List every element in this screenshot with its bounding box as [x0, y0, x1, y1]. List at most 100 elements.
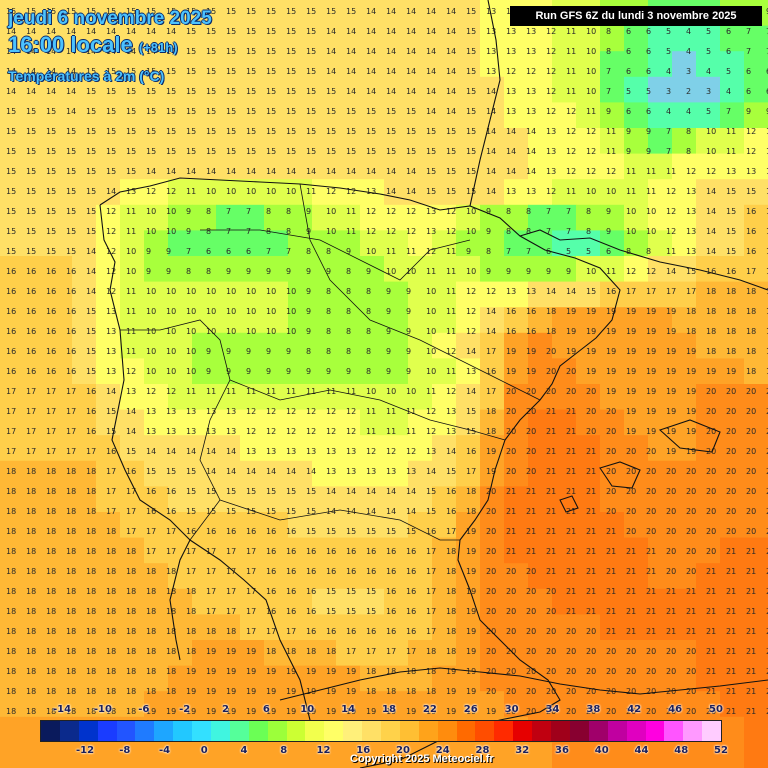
temperature-label: 16: [6, 267, 16, 276]
temperature-label: 15: [266, 487, 276, 496]
temperature-label: 17: [26, 407, 36, 416]
temperature-label: 15: [126, 147, 136, 156]
temperature-label: 14: [346, 167, 356, 176]
temperature-label: 8: [346, 307, 351, 316]
temperature-label: 8: [686, 127, 691, 136]
temperature-label: 18: [6, 507, 16, 516]
temperature-label: 17: [426, 547, 436, 556]
temperature-cell: [648, 25, 673, 52]
temperature-cell: [0, 51, 25, 78]
temperature-cell: [384, 0, 409, 27]
legend-swatch: [154, 721, 174, 741]
temperature-label: 8: [486, 247, 491, 256]
temperature-label: 15: [26, 147, 36, 156]
temperature-label: 14: [486, 147, 496, 156]
temperature-cell: [696, 230, 721, 257]
temperature-label: 20: [646, 487, 656, 496]
temperature-label: 11: [446, 287, 456, 296]
temperature-label: 5: [666, 27, 671, 36]
temperature-label: 9: [186, 227, 191, 236]
temperature-label: 19: [686, 347, 696, 356]
temperature-cell: [192, 512, 217, 539]
temperature-label: 10: [366, 247, 376, 256]
temperature-label: 12: [366, 227, 376, 236]
temperature-label: 18: [146, 667, 156, 676]
temperature-label: 9: [566, 267, 571, 276]
temperature-cell: [528, 256, 553, 283]
temperature-cell: [648, 128, 673, 155]
temperature-label: 8: [366, 327, 371, 336]
temperature-label: 18: [206, 627, 216, 636]
temperature-label: 3: [686, 67, 691, 76]
temperature-label: 20: [646, 467, 656, 476]
temperature-label: 12: [666, 227, 676, 236]
temperature-label: 7: [566, 227, 571, 236]
temperature-label: 20: [706, 407, 716, 416]
temperature-cell: [0, 307, 25, 334]
temperature-cell: [408, 281, 433, 308]
temperature-label: 21: [626, 547, 636, 556]
temperature-label: 19: [326, 667, 336, 676]
temperature-cell: [96, 537, 121, 564]
temperature-cell: [240, 384, 265, 411]
temperature-label: 20: [626, 687, 636, 696]
temperature-label: 17: [226, 607, 236, 616]
temperature-label: 20: [666, 567, 676, 576]
temperature-label: 15: [186, 47, 196, 56]
legend-swatch: [41, 721, 60, 741]
temperature-label: 16: [746, 207, 756, 216]
temperature-label: 12: [546, 87, 556, 96]
temperature-cell: [264, 486, 289, 513]
temperature-label: 15: [726, 227, 736, 236]
legend-tick-top: 2: [222, 704, 229, 715]
temperature-label: 15: [86, 307, 96, 316]
temperature-cell: [504, 409, 529, 436]
temperature-label: 17: [206, 607, 216, 616]
temperature-label: 18: [86, 607, 96, 616]
temperature-label: 14: [486, 167, 496, 176]
temperature-cell: [408, 307, 433, 334]
legend-tick-bottom: 44: [634, 745, 649, 756]
forecast-lead-time: (+81h): [138, 40, 178, 55]
temperature-label: 18: [46, 607, 56, 616]
temperature-label: 14: [706, 227, 716, 236]
temperature-label: 18: [326, 647, 336, 656]
temperature-cell: [360, 409, 385, 436]
temperature-label: 13: [486, 67, 496, 76]
temperature-cell: [24, 307, 49, 334]
temperature-cell: [48, 0, 73, 27]
temperature-label: 19: [566, 307, 576, 316]
temperature-label: 15: [186, 87, 196, 96]
temperature-cell: [504, 128, 529, 155]
legend-tick-top: 42: [627, 704, 642, 715]
temperature-label: 14: [366, 27, 376, 36]
temperature-label: 6: [626, 67, 631, 76]
temperature-label: 15: [226, 87, 236, 96]
temperature-cell: [192, 384, 217, 411]
temperature-cell: [48, 256, 73, 283]
temperature-cell: [648, 435, 673, 462]
temperature-label: 9: [306, 287, 311, 296]
temperature-label: 16: [386, 587, 396, 596]
temperature-cell: [720, 460, 745, 487]
temperature-label: 15: [6, 227, 16, 236]
temperature-cell: [24, 51, 49, 78]
temperature-cell: [432, 256, 457, 283]
temperature-label: 11: [446, 247, 456, 256]
temperature-label: 18: [126, 607, 136, 616]
temperature-label: 21: [506, 487, 516, 496]
temperature-label: 11: [366, 407, 376, 416]
temperature-label: 10: [266, 307, 276, 316]
temperature-label: 5: [566, 247, 571, 256]
temperature-cell: [552, 128, 577, 155]
temperature-label: 14: [426, 467, 436, 476]
temperature-label: 14: [466, 347, 476, 356]
temperature-label: 15: [406, 107, 416, 116]
temperature-label: 9: [606, 207, 611, 216]
temperature-label: 20: [486, 587, 496, 596]
temperature-cell: [336, 512, 361, 539]
temperature-label: 15: [466, 167, 476, 176]
temperature-cell: [48, 128, 73, 155]
temperature-label: 15: [66, 227, 76, 236]
temperature-label: 21: [586, 547, 596, 556]
